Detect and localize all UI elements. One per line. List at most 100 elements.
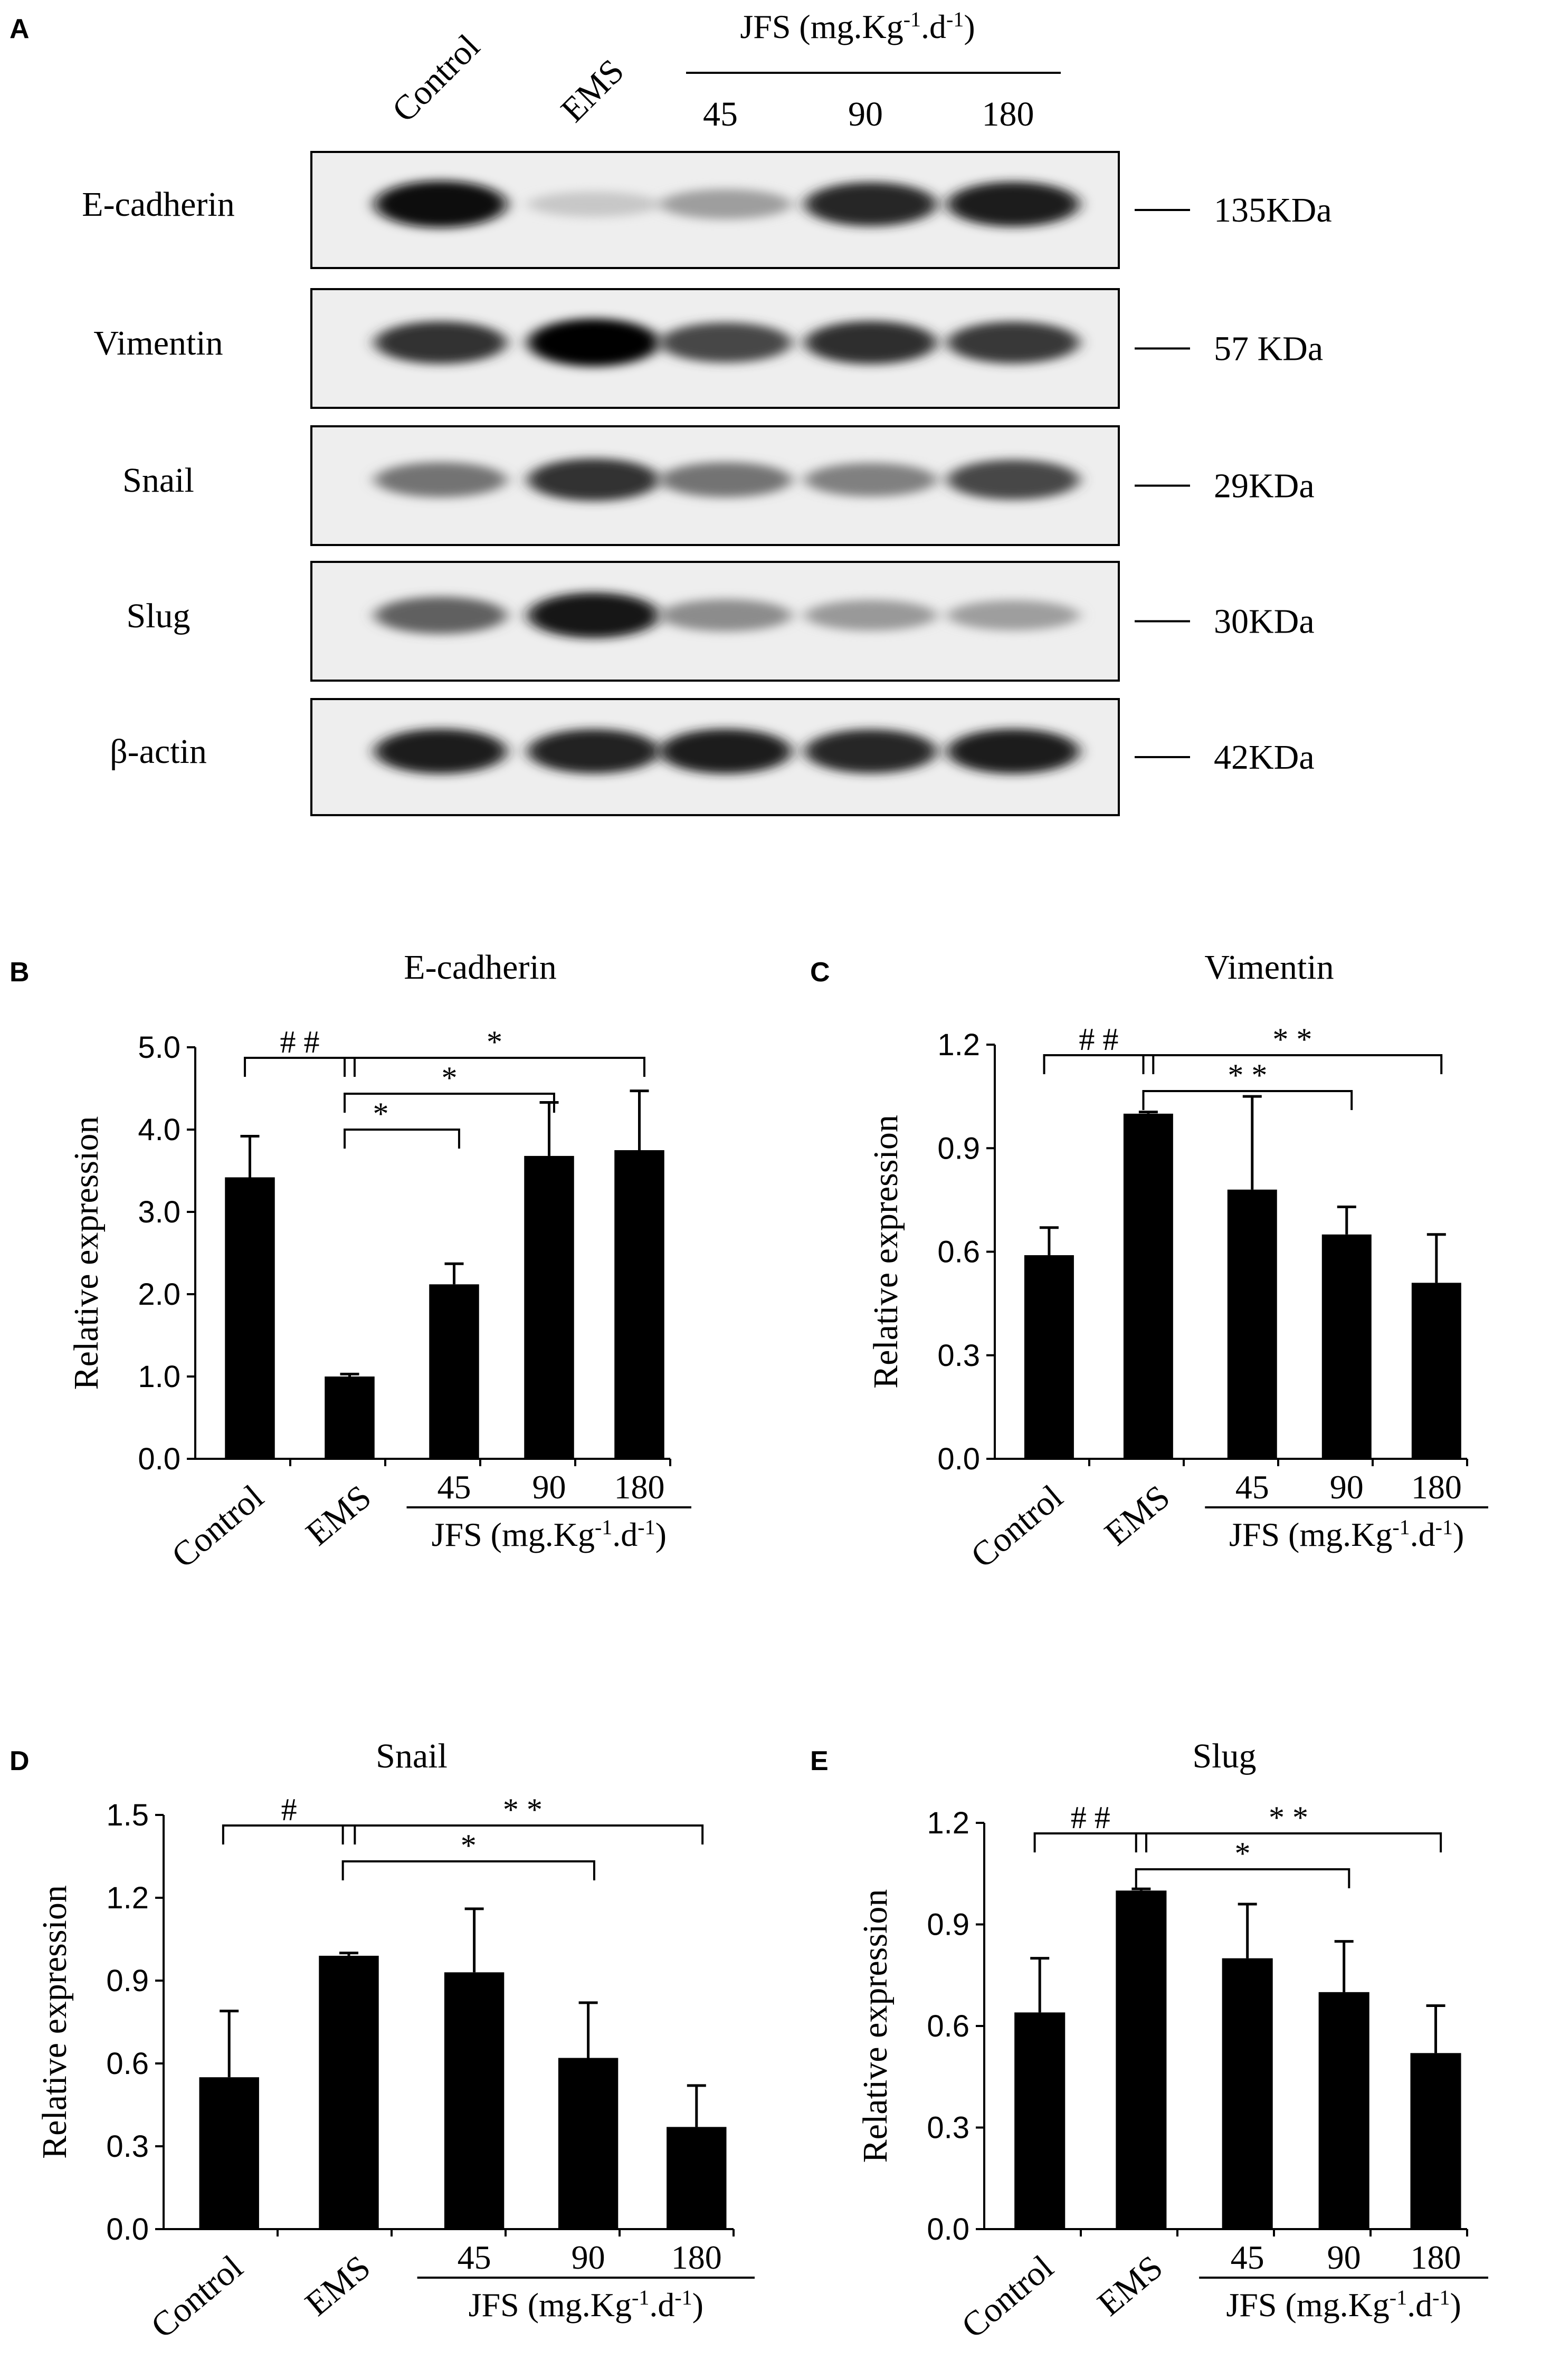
bar-control	[199, 2077, 259, 2229]
size-label: 57 KDa	[1214, 330, 1323, 368]
significance-bracket	[344, 1057, 645, 1077]
blot-band	[660, 322, 792, 363]
blot-band	[947, 600, 1079, 630]
blot-band	[375, 180, 507, 228]
protein-label: Snail	[122, 461, 194, 500]
y-tick-label: 0.0	[138, 1442, 180, 1476]
category-label-control: Control	[144, 2248, 250, 2346]
chart-title: Snail	[376, 1737, 448, 1775]
y-tick-label: 0.9	[927, 1908, 969, 1942]
category-label-dose: 90	[572, 2239, 605, 2276]
category-label-dose: 45	[1235, 1468, 1269, 1506]
blot-band	[528, 191, 660, 217]
y-tick-label: 0.3	[106, 2129, 149, 2164]
bar-45	[444, 1972, 505, 2229]
bar-control	[1024, 1255, 1074, 1459]
group-label: JFS (mg.Kg-1.d-1)	[469, 2286, 703, 2324]
y-tick-label: 3.0	[138, 1195, 180, 1229]
chart-title: E-cadherin	[404, 948, 557, 987]
significance-bracket	[1135, 1832, 1442, 1852]
significance-label: *	[461, 1828, 477, 1863]
bar-ems	[1116, 1890, 1167, 2229]
size-label: 30KDa	[1214, 603, 1315, 641]
significance-bracket	[1043, 1054, 1155, 1074]
significance-bracket	[1142, 1054, 1443, 1074]
category-label-ems: EMS	[298, 2248, 378, 2324]
group-label: JFS (mg.Kg-1.d-1)	[1226, 2286, 1461, 2324]
blot-band	[947, 460, 1079, 500]
category-label-dose: 90	[1330, 1468, 1364, 1506]
category-label-dose: 90	[532, 1468, 566, 1506]
significance-label: * *	[1272, 1022, 1312, 1057]
size-label: 42KDa	[1214, 738, 1315, 777]
blot-band	[805, 729, 937, 773]
bar-45	[1227, 1189, 1277, 1459]
y-tick-label: 1.2	[106, 1881, 149, 1915]
category-label-dose: 180	[614, 1468, 665, 1506]
significance-bracket	[1033, 1832, 1147, 1852]
blot-band	[947, 729, 1079, 774]
blot-band	[528, 458, 660, 501]
significance-bracket	[1142, 1090, 1353, 1110]
blot-row-4: β-actin 42KDa	[110, 698, 1315, 816]
dose-label-45: 45	[703, 95, 738, 133]
bar-180	[667, 2127, 727, 2229]
category-label-ems: EMS	[1090, 2248, 1170, 2324]
y-tick-label: 0.9	[106, 1964, 149, 1998]
bar-charts: B E-cadherin 0.0 1.0 2.0 3.0 4.0 5.0 Relative ex…	[9, 948, 1488, 2346]
y-tick-label: 1.5	[106, 1798, 149, 1832]
significance-label: * *	[503, 1792, 543, 1827]
y-tick-label: 2.0	[138, 1277, 180, 1312]
y-tick-label: 1.2	[937, 1028, 980, 1062]
y-axis-label: Relative expression	[867, 1115, 905, 1389]
category-label-dose: 45	[458, 2239, 491, 2276]
size-label: 29KDa	[1214, 467, 1315, 505]
y-tick-label: 0.6	[927, 2009, 969, 2043]
y-tick-label: 0.6	[937, 1235, 980, 1269]
bar-180	[614, 1150, 664, 1459]
blot-band	[375, 321, 507, 364]
category-label-dose: 90	[1327, 2239, 1361, 2276]
protein-label: Slug	[126, 597, 190, 635]
significance-bracket	[344, 1093, 555, 1113]
significance-label: # #	[1071, 1800, 1110, 1835]
protein-label: E-cadherin	[82, 185, 235, 224]
y-tick-label: 0.0	[927, 2212, 969, 2247]
chart-title: Vimentin	[1204, 948, 1334, 987]
significance-label: *	[487, 1025, 502, 1059]
panel-label-e: E	[810, 1746, 829, 1776]
y-axis-label: Relative expression	[67, 1116, 106, 1390]
chart-vimentin: C Vimentin 0.0 0.3 0.6 0.9 1.2 Relative express…	[810, 948, 1488, 1575]
panel-label-d: D	[9, 1746, 30, 1776]
blot-band	[375, 729, 507, 774]
significance-label: * *	[1269, 1800, 1308, 1835]
significance-label: *	[442, 1060, 458, 1095]
category-label-dose: 45	[437, 1468, 471, 1506]
category-label-dose: 45	[1231, 2239, 1264, 2276]
y-tick-label: 4.0	[138, 1113, 180, 1147]
panel-label-c: C	[810, 957, 830, 988]
blot-band	[660, 462, 792, 498]
significance-label: #	[281, 1792, 297, 1827]
y-tick-label: 1.0	[138, 1360, 180, 1394]
blot-row-3: Slug 30KDa	[126, 561, 1315, 682]
panel-label-b: B	[9, 957, 30, 988]
group-label: JFS (mg.Kg-1.d-1)	[432, 1515, 667, 1554]
significance-bracket	[1135, 1868, 1350, 1888]
bar-ems	[1123, 1113, 1173, 1459]
chart-snail: D Snail 0.0 0.3 0.6 0.9 1.2 1.5 Relative express…	[9, 1737, 755, 2346]
dose-label-90: 90	[848, 95, 883, 133]
significance-label: * *	[1228, 1058, 1267, 1093]
dose-label-180: 180	[982, 95, 1034, 133]
category-label-dose: 180	[1411, 1468, 1462, 1506]
y-tick-label: 5.0	[138, 1030, 180, 1065]
significance-label: *	[1235, 1836, 1251, 1871]
bar-180	[1411, 1283, 1461, 1459]
blot-band	[805, 182, 937, 226]
blot-band	[528, 318, 660, 367]
y-tick-label: 0.3	[937, 1339, 980, 1373]
bar-control	[225, 1177, 275, 1459]
blot-band	[660, 599, 792, 632]
significance-bracket	[341, 1824, 704, 1844]
